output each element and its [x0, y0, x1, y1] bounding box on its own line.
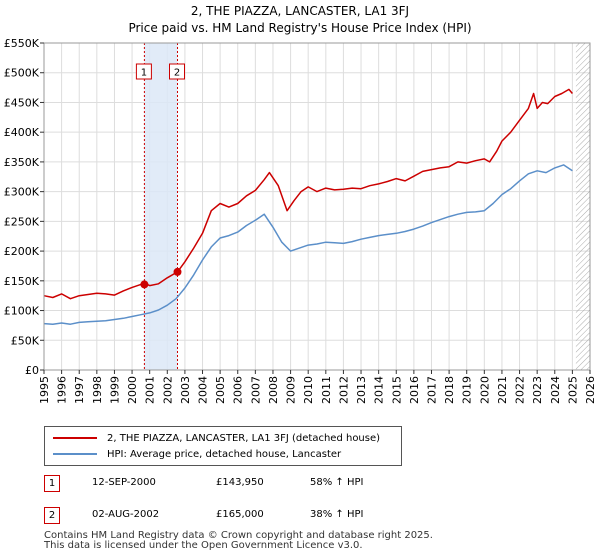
legend-label-property: 2, THE PIAZZA, LANCASTER, LA1 3FJ (detac…: [107, 432, 381, 444]
hatched-area: [575, 43, 590, 370]
y-tick-label: £550K: [4, 37, 40, 50]
legend-swatch-hpi: [53, 453, 97, 455]
annotation-box: [135, 63, 152, 80]
x-tick-label: 1998: [91, 376, 104, 404]
price-chart: £0 £50K £100K £150K £200K £250K £300K £350K £400…: [4, 37, 597, 404]
y-tick-label: £200K: [4, 245, 40, 258]
x-tick-label: 2005: [214, 376, 227, 404]
transaction-badge: 2: [44, 507, 60, 524]
x-tick-label: 2001: [144, 376, 157, 404]
transaction-price: £143,950: [216, 477, 264, 488]
legend-label-hpi: HPI: Average price, detached house, Lanc…: [107, 448, 342, 460]
shaded-ownership-range: [144, 43, 178, 370]
axes: £0 £50K £100K £150K £200K £250K £300K £350K £400…: [4, 37, 597, 404]
chart-subtitle: Price paid vs. HM Land Registry's House …: [128, 21, 472, 35]
x-tick-label: 2017: [425, 376, 438, 404]
legend-item-property: 2, THE PIAZZA, LANCASTER, LA1 3FJ (detac…: [53, 431, 380, 445]
y-tick-label: £300K: [4, 186, 40, 199]
x-tick-label: 2018: [443, 376, 456, 404]
y-tick-label: £400K: [4, 126, 40, 139]
x-tick-label: 2013: [355, 376, 368, 404]
plot-frame: [43, 42, 591, 371]
x-tick-label: 2003: [179, 376, 192, 404]
y-tick-label: £500K: [4, 67, 40, 80]
chart-title: 2, THE PIAZZA, LANCASTER, LA1 3FJ: [190, 4, 410, 18]
legend-item-hpi: HPI: Average price, detached house, Lanc…: [53, 447, 341, 461]
transaction-date: 12-SEP-2000: [92, 477, 156, 488]
x-tick-label: 1999: [108, 376, 121, 404]
footer-licence: This data is licensed under the Open Gov…: [44, 540, 363, 551]
x-tick-label: 2022: [514, 376, 527, 404]
legend-swatch-property: [53, 437, 97, 439]
y-tick-label: £150K: [4, 275, 40, 288]
x-tick-label: 2008: [267, 376, 280, 404]
transaction-date: 02-AUG-2002: [92, 509, 160, 520]
y-tick-label: £350K: [4, 156, 40, 169]
transaction-points: [140, 267, 182, 289]
x-tick-label: 1995: [38, 376, 51, 404]
x-tick-label: 2015: [390, 376, 403, 404]
x-tick-label: 2020: [478, 376, 491, 404]
x-tick-label: 2000: [126, 376, 139, 404]
x-tick-label: 1997: [73, 376, 86, 404]
y-tick-label: £100K: [4, 305, 40, 318]
x-tick-label: 2014: [373, 376, 386, 404]
footer: Contains HM Land Registry data © Crown c…: [44, 531, 433, 551]
x-tick-label: 2019: [461, 376, 474, 404]
x-tick-label: 2007: [249, 376, 262, 404]
x-tick-label: 2006: [232, 376, 245, 404]
x-tick-label: 2002: [161, 376, 174, 404]
x-tick-label: 2011: [320, 376, 333, 404]
y-tick-label: £450K: [4, 96, 40, 109]
annotation-box: [169, 63, 186, 80]
transaction-point: [173, 267, 182, 276]
y-tick-label: £0: [25, 364, 39, 377]
plot-area: [44, 43, 590, 370]
x-tick-label: 2010: [302, 376, 315, 404]
x-tick-label: 2016: [408, 376, 421, 404]
transaction-hpi-change: 58% ↑ HPI: [310, 477, 364, 488]
x-tick-label: 2004: [197, 376, 210, 404]
footer-copyright: Contains HM Land Registry data © Crown c…: [44, 530, 433, 541]
hatched-future-range: [575, 43, 590, 370]
plot-background: [44, 43, 590, 370]
x-tick-label: 2009: [285, 376, 298, 404]
y-tick-label: £50K: [11, 334, 40, 347]
transaction-badge: 1: [44, 475, 60, 492]
annotation-label: 1: [141, 68, 147, 79]
shaded-range: [144, 43, 178, 370]
legend: 2, THE PIAZZA, LANCASTER, LA1 3FJ (detac…: [44, 426, 402, 466]
x-tick-label: 1996: [56, 376, 69, 404]
x-tick-label: 2023: [531, 376, 544, 404]
transaction-point: [140, 280, 149, 289]
transaction-hpi-change: 38% ↑ HPI: [310, 509, 364, 520]
x-tick-label: 2021: [496, 376, 509, 404]
hpi-series-line: [43, 164, 573, 325]
annotation-label: 2: [174, 68, 180, 79]
x-tick-label: 2024: [549, 376, 562, 404]
x-tick-label: 2026: [584, 376, 597, 404]
transaction-markers: [143, 43, 179, 370]
y-tick-label: £250K: [4, 215, 40, 228]
x-tick-label: 2025: [566, 376, 579, 404]
transaction-price: £165,000: [216, 509, 264, 520]
x-tick-label: 2012: [337, 376, 350, 404]
